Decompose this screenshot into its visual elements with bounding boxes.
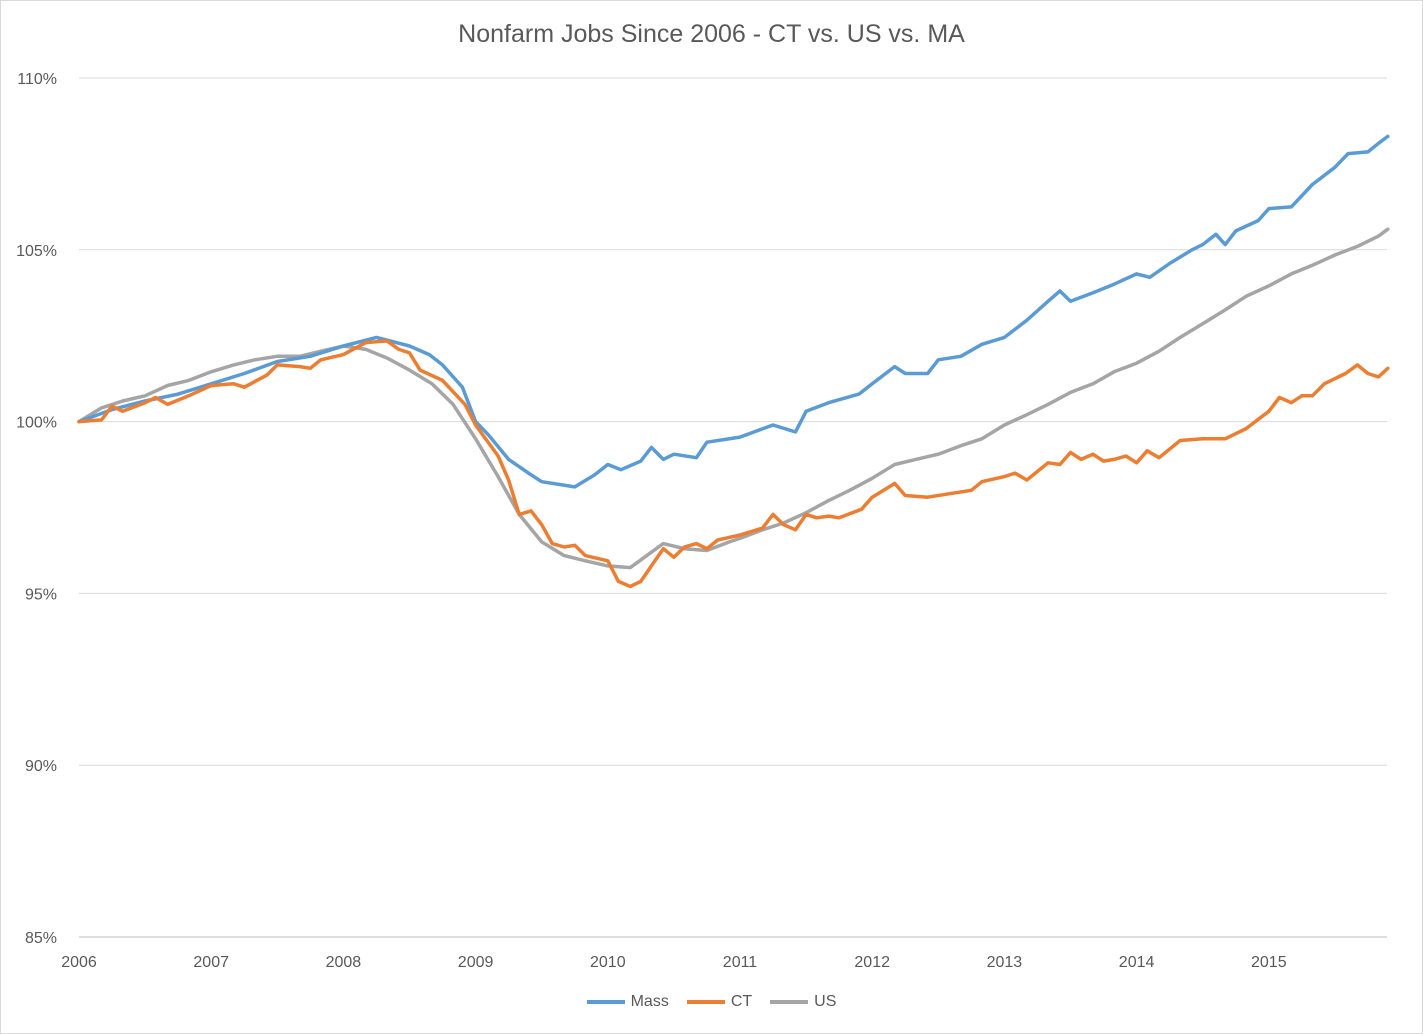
x-tick-label: 2010 xyxy=(590,954,626,971)
legend-item-mass: Mass xyxy=(586,993,669,1011)
y-tick-label: 105% xyxy=(16,243,57,260)
legend-swatch-us xyxy=(770,1000,809,1004)
gridlines xyxy=(79,77,1387,938)
x-tick-label: 2006 xyxy=(61,954,97,971)
series-line-mass xyxy=(77,134,1390,489)
x-tick-label: 2014 xyxy=(1119,954,1155,971)
legend-swatch-ct xyxy=(686,1000,725,1004)
series-line-us xyxy=(77,227,1390,570)
x-tick-label: 2011 xyxy=(723,954,758,971)
legend-label-us: US xyxy=(814,993,837,1010)
legend-swatch-mass xyxy=(586,1000,625,1004)
y-tick-label: 85% xyxy=(25,930,57,947)
series-lines xyxy=(77,134,1390,589)
legend: Mass CT US xyxy=(0,993,1423,1011)
x-tick-label: 2008 xyxy=(326,954,362,971)
y-tick-label: 90% xyxy=(25,758,57,775)
legend-item-us: US xyxy=(770,993,836,1011)
y-axis-ticks: 85% 90% 95% 100% 105% 110% xyxy=(16,71,57,947)
legend-label-ct: CT xyxy=(730,993,753,1010)
series-line-ct xyxy=(77,339,1390,589)
x-tick-label: 2007 xyxy=(193,954,229,971)
x-tick-label: 2015 xyxy=(1251,954,1287,971)
y-tick-label: 100% xyxy=(16,415,57,432)
x-tick-label: 2012 xyxy=(854,954,890,971)
legend-item-ct: CT xyxy=(686,993,753,1011)
x-axis-ticks: 2006 2007 2008 2009 2010 2011 2012 2013 2014 2015 xyxy=(61,954,1286,971)
y-tick-label: 110% xyxy=(17,71,57,88)
x-tick-label: 2013 xyxy=(987,954,1023,971)
x-tick-label: 2009 xyxy=(458,954,494,971)
y-tick-label: 95% xyxy=(25,586,57,603)
legend-label-mass: Mass xyxy=(630,993,669,1010)
chart-title: Nonfarm Jobs Since 2006 - CT vs. US vs. … xyxy=(458,20,965,48)
